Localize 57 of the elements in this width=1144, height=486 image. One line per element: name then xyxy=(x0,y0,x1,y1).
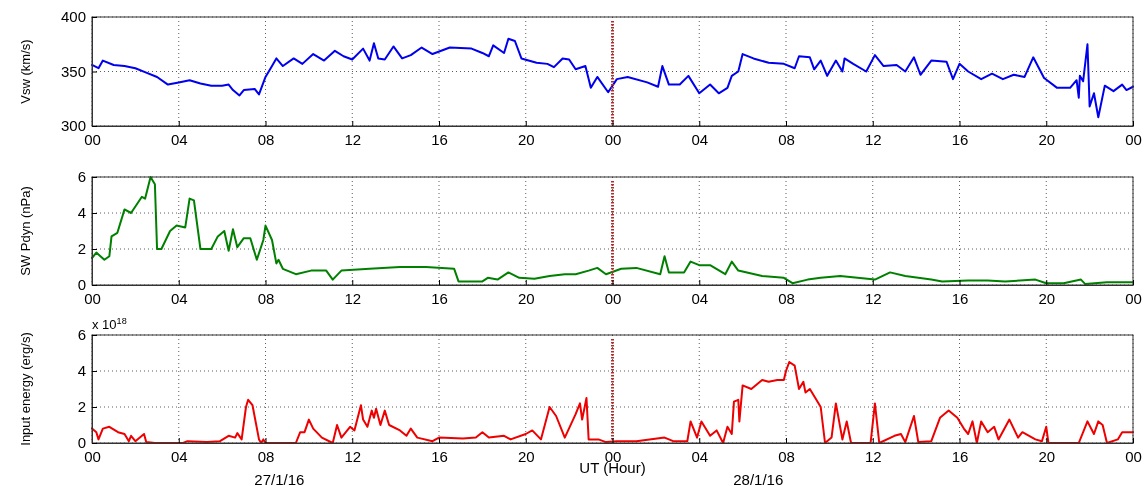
x-tick-label: 16 xyxy=(951,130,969,148)
x-tick-label: 04 xyxy=(170,289,188,307)
x-tick-label: 00 xyxy=(1125,130,1142,148)
x-tick-label: 12 xyxy=(864,289,882,307)
x-tick-label: 08 xyxy=(257,289,275,307)
line-series xyxy=(91,176,1134,286)
y-tick-label: 0 xyxy=(77,434,86,452)
x-tick-label: 00 xyxy=(84,447,101,465)
x-tick-label: 04 xyxy=(691,289,709,307)
x-tick-label: 00 xyxy=(84,130,101,148)
y-tick-label: 4 xyxy=(77,362,86,380)
y-axis-title: Input energy (erg/s) xyxy=(18,332,33,446)
x-tick-label: 12 xyxy=(344,447,362,465)
x-tick-label: 00 xyxy=(1125,447,1142,465)
x-tick-label: 16 xyxy=(431,130,448,148)
x-tick-label: 16 xyxy=(431,447,448,465)
y-tick-label: 2 xyxy=(77,240,86,258)
y-axis-title: Vsw (km/s) xyxy=(18,39,33,104)
x-tick-label: 16 xyxy=(951,289,969,307)
x-tick-label: 20 xyxy=(1038,130,1056,148)
x-tick-label: 16 xyxy=(431,289,448,307)
x-tick-label: 08 xyxy=(778,447,795,465)
y-tick-label: 0 xyxy=(77,276,86,294)
x-tick-label: 04 xyxy=(170,447,188,465)
text: 27/1/16 xyxy=(254,471,305,486)
x-tick-label: 12 xyxy=(864,447,882,465)
y-tick-label: 300 xyxy=(60,117,86,135)
y-tick-label: 6 xyxy=(77,326,86,344)
x-tick-label: 08 xyxy=(778,289,795,307)
x-tick-label: 04 xyxy=(170,130,188,148)
x-tick-label: 20 xyxy=(1038,447,1056,465)
text: x 10$^{18}$ xyxy=(92,316,127,332)
x-tick-label: 08 xyxy=(778,130,795,148)
y-tick-label: 4 xyxy=(77,204,86,222)
x-tick-label: 12 xyxy=(344,130,362,148)
x-tick-label: 20 xyxy=(1038,289,1056,307)
x-tick-label: 04 xyxy=(691,130,709,148)
text: 28/1/16 xyxy=(733,471,784,486)
x-tick-label: 16 xyxy=(951,447,969,465)
x-tick-label: 12 xyxy=(344,289,362,307)
x-tick-label: 20 xyxy=(517,130,535,148)
x-tick-label: 00 xyxy=(604,289,622,307)
y-tick-label: 6 xyxy=(77,168,86,186)
x-tick-label: 00 xyxy=(604,130,622,148)
y-tick-label: 400 xyxy=(60,8,86,26)
line-series xyxy=(91,37,1134,119)
x-tick-label: 00 xyxy=(1125,289,1142,307)
x-tick-label: 08 xyxy=(257,447,275,465)
y-tick-label: 350 xyxy=(60,62,86,80)
y-tick-label: 2 xyxy=(77,398,86,416)
x-tick-label: 20 xyxy=(517,289,535,307)
x-tick-label: 20 xyxy=(517,447,535,465)
x-tick-label: 08 xyxy=(257,130,275,148)
x-tick-label: 00 xyxy=(84,289,101,307)
x-tick-label: 12 xyxy=(864,130,882,148)
x-tick-label: 04 xyxy=(691,447,709,465)
y-axis-title: SW Pdyn (nPa) xyxy=(18,186,33,276)
